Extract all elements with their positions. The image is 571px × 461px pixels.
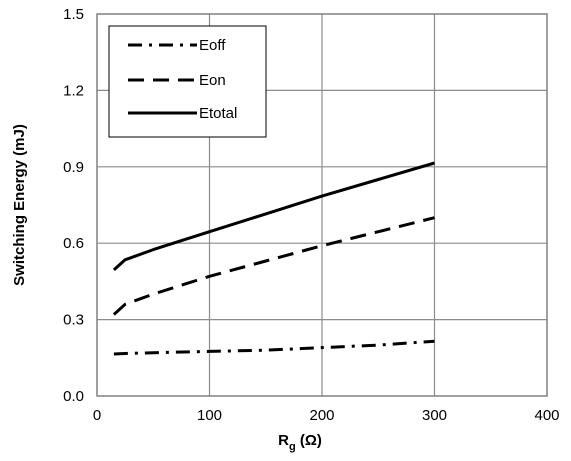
series-lines (112, 161, 435, 356)
legend-label-eon: Eon (199, 72, 226, 89)
y-tick-label: 0.0 (63, 388, 84, 405)
x-tick-label: 100 (197, 407, 222, 424)
y-tick-label: 0.3 (63, 312, 84, 329)
x-tick-label: 0 (93, 407, 101, 424)
x-tick-label: 200 (309, 407, 334, 424)
series-line-eoff (113, 339, 435, 356)
y-axis-title: Switching Energy (mJ) (11, 124, 28, 286)
x-tick-label: 400 (534, 407, 559, 424)
legend: Eoff Eon Etotal (108, 25, 267, 138)
series-line-eon (112, 216, 435, 316)
legend-label-eoff: Eoff (199, 37, 226, 54)
x-axis-title: Rg (Ω) (278, 432, 322, 453)
x-axis-title-subscript: g (289, 441, 296, 453)
y-tick-label: 1.5 (63, 6, 84, 23)
plot-area-frame (96, 13, 548, 397)
y-tick-label: 0.9 (63, 159, 84, 176)
tick-labels: 0.0 0.3 0.6 0.9 1.2 1.5 0 100 200 300 400 (63, 6, 559, 424)
x-axis-title-main: R (278, 432, 289, 449)
x-axis-title-unit: (Ω) (296, 432, 322, 449)
y-tick-label: 1.2 (63, 82, 84, 99)
y-tick-label: 0.6 (63, 235, 84, 252)
x-tick-label: 300 (422, 407, 447, 424)
series-line-etotal (112, 161, 435, 272)
legend-label-etotal: Etotal (199, 105, 237, 122)
